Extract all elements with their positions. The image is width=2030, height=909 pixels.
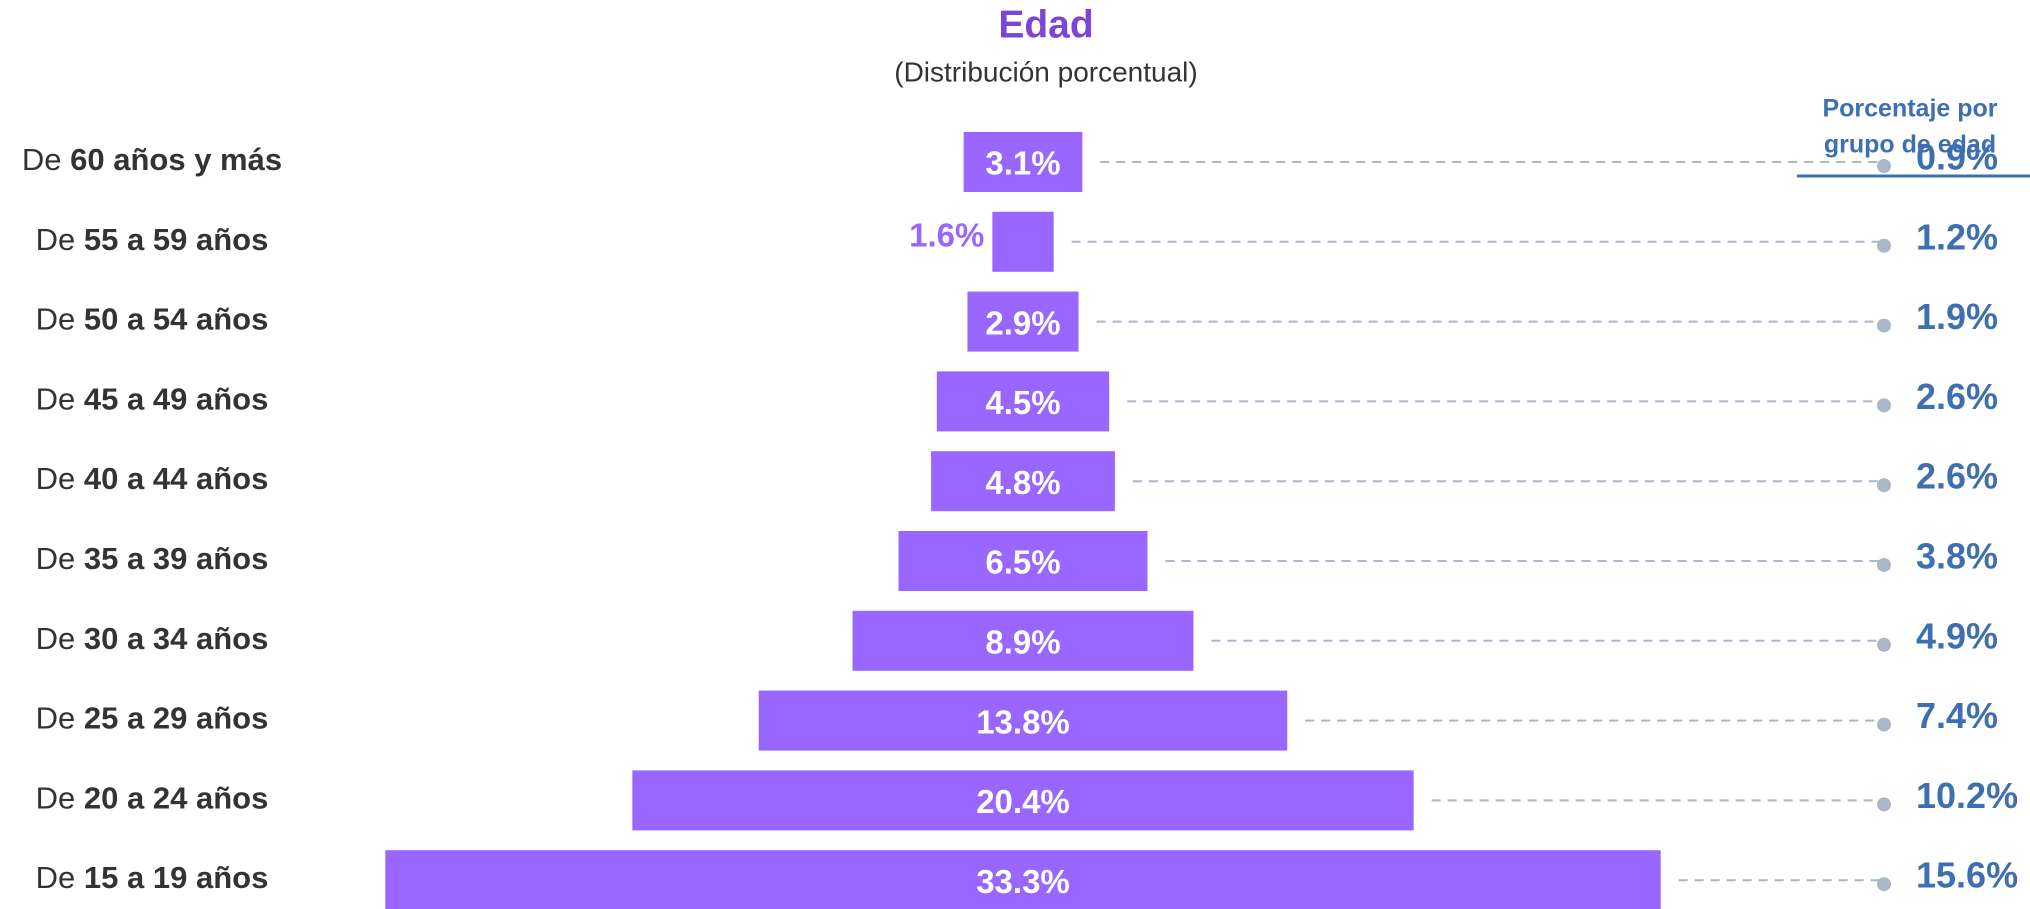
category-name: 60 años y más (70, 142, 282, 177)
category-prefix: De (36, 461, 76, 496)
bar-value-label: 2.9% (985, 304, 1060, 341)
share-label: 2.6% (1916, 456, 1998, 497)
share-label: 0.9% (1916, 137, 1998, 178)
share-dot (1877, 637, 1891, 652)
category-name: 45 a 49 años (84, 382, 268, 417)
share-label: 15.6% (1916, 855, 2018, 896)
category-label: De 45 a 49 años (36, 382, 269, 417)
share-dot (1877, 558, 1891, 572)
share-label: 3.8% (1916, 536, 1998, 577)
bar-value-label: 8.9% (985, 624, 1060, 661)
bar-value-label: 20.4% (976, 783, 1070, 820)
bar (936, 371, 1110, 432)
category-prefix: De (36, 621, 76, 656)
category-label: De 30 a 34 años (36, 621, 269, 656)
category-prefix: De (22, 142, 62, 177)
bar (931, 451, 1115, 512)
bar (632, 770, 1414, 831)
category-name: 55 a 59 años (84, 222, 268, 257)
category-name: 15 a 19 años (84, 860, 268, 895)
bar-value-label: 6.5% (985, 544, 1060, 581)
category-label: De 25 a 29 años (36, 701, 269, 736)
category-label: De 50 a 54 años (36, 302, 269, 337)
bar (385, 850, 1661, 909)
category-name: 35 a 39 años (84, 541, 268, 576)
category-prefix: De (36, 701, 76, 736)
bar-value-label: 4.5% (985, 384, 1060, 421)
bar-value-label: 13.8% (976, 703, 1070, 740)
share-dot (1877, 478, 1891, 493)
share-dot (1877, 318, 1891, 333)
category-name: 20 a 24 años (84, 781, 268, 816)
chart-subtitle: (Distribución porcentual) (894, 56, 1197, 87)
category-name: 40 a 44 años (84, 461, 268, 496)
share-dot (1877, 797, 1891, 812)
category-name: 25 a 29 años (84, 701, 268, 736)
category-name: 30 a 34 años (84, 621, 268, 656)
share-header: grupo de edad (1824, 131, 1996, 159)
chart-title: Edad (998, 3, 1093, 46)
bar-value-label: 1.6% (909, 217, 984, 254)
category-name: 50 a 54 años (84, 302, 268, 337)
category-label: De 40 a 44 años (36, 461, 269, 496)
share-label: 1.9% (1916, 296, 1998, 337)
bar (852, 610, 1194, 671)
category-label: De 60 años y más (22, 142, 282, 177)
share-label: 1.2% (1916, 216, 1998, 257)
share-dot (1877, 159, 1891, 173)
share-dot (1877, 877, 1891, 892)
bar (992, 211, 1054, 272)
share-header: Porcentaje por (1822, 95, 1997, 123)
bar (898, 531, 1148, 591)
category-prefix: De (36, 382, 76, 417)
category-prefix: De (36, 541, 76, 576)
bar-value-label: 3.1% (985, 145, 1060, 182)
category-label: De 20 a 24 años (36, 781, 269, 816)
bar (963, 132, 1083, 192)
bar (967, 291, 1079, 352)
share-dot (1877, 717, 1891, 732)
share-dot (1877, 238, 1891, 253)
category-prefix: De (36, 302, 76, 337)
share-label: 7.4% (1916, 695, 1998, 736)
share-dot (1877, 398, 1891, 413)
category-prefix: De (36, 781, 76, 816)
share-label: 2.6% (1916, 376, 1998, 417)
share-label: 4.9% (1916, 615, 1998, 656)
category-prefix: De (36, 222, 76, 257)
category-prefix: De (36, 860, 76, 895)
category-label: De 15 a 19 años (36, 860, 269, 895)
bar-value-label: 33.3% (976, 863, 1070, 900)
bar (758, 690, 1288, 751)
bar-value-label: 4.8% (985, 464, 1060, 501)
category-label: De 35 a 39 años (36, 541, 269, 576)
category-label: De 55 a 59 años (36, 222, 269, 257)
share-label: 10.2% (1916, 775, 2018, 816)
